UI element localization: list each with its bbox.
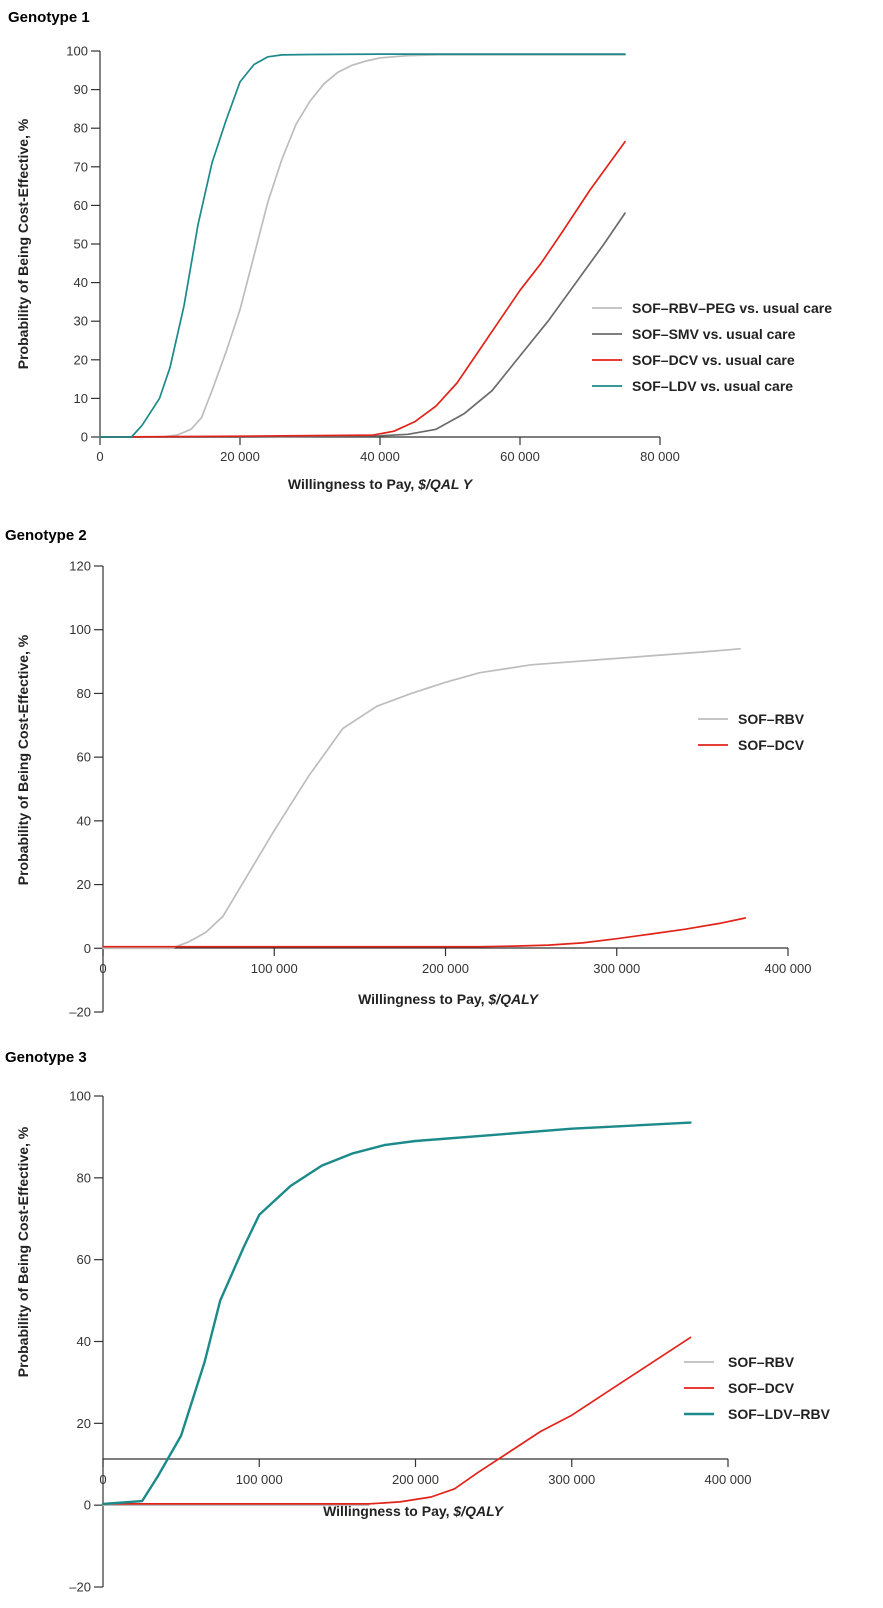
y-tick-label: 80 [74,121,88,136]
y-tick-label: 40 [74,275,88,290]
y-axis-title: Probability of Being Cost-Effective, % [15,1126,31,1377]
x-tick-label: 400 000 [705,1472,752,1487]
x-tick-label: 200 000 [422,961,469,976]
x-tick-label: 100 000 [236,1472,283,1487]
x-tick-label: 300 000 [548,1472,595,1487]
y-tick-label: 20 [77,1416,91,1431]
legend-label: SOF–DCV [728,1380,795,1396]
y-tick-label: 80 [77,1170,91,1185]
series-line-3 [101,1121,692,1506]
x-tick-label: 80 000 [640,449,680,464]
series-line-2 [102,1336,692,1505]
y-tick-label: 0 [81,430,88,445]
legend: SOF–RBV SOF–DCV SOF–LDV–RBV [684,1354,831,1422]
series-line-1 [99,54,626,438]
y-tick-label: 40 [77,813,91,828]
chart-panel-genotype-3: Genotype 3 –20 0 20 40 60 80 100 0 100 000 200 000… [5,1049,831,1595]
panel-title: Genotype 2 [5,527,87,544]
y-tick-label: 90 [74,82,88,97]
y-tick-label: 60 [77,750,91,765]
legend-label: SOF–DCV [738,737,805,753]
x-axis-title: Willingness to Pay, $/QALY [323,1503,505,1519]
x-tick-label: 20 000 [220,449,260,464]
legend-label: SOF–RBV [728,1354,795,1370]
legend: SOF–RBV–PEG vs. usual care SOF–SMV vs. us… [592,300,832,394]
series-line-4 [99,53,626,438]
y-tick-label: 120 [69,559,91,574]
series-line-2 [102,917,747,948]
y-axis-title: Probability of Being Cost-Effective, % [15,634,31,885]
x-tick-label: 100 000 [251,961,298,976]
y-tick-label: 10 [74,391,88,406]
chart-panel-genotype-1: Genotype 1 0 10 20 30 40 50 60 70 80 90 100 0 20 000 4… [8,9,832,492]
x-tick-label: 60 000 [500,449,540,464]
y-tick-label: 50 [74,237,88,252]
legend: SOF–RBV SOF–DCV [698,711,805,753]
legend-label: SOF–RBV [738,711,805,727]
y-tick-label: 30 [74,314,88,329]
x-tick-label: 300 000 [593,961,640,976]
x-tick-label: 0 [99,1472,106,1487]
legend-label: SOF–DCV vs. usual care [632,352,795,368]
y-tick-label: 60 [74,198,88,213]
x-axis-title: Willingness to Pay, $/QAL Y [288,476,474,492]
y-tick-label: 20 [74,352,88,367]
series-line-3 [99,140,626,438]
x-axis-title: Willingness to Pay, $/QALY [358,991,540,1007]
legend-label: SOF–LDV vs. usual care [632,378,793,394]
legend-label: SOF–LDV–RBV [728,1406,831,1422]
x-tick-label: 40 000 [360,449,400,464]
y-tick-label: 20 [77,877,91,892]
x-tick-label: 200 000 [392,1472,439,1487]
y-tick-label: 100 [66,44,88,59]
y-tick-label: 80 [77,686,91,701]
y-tick-label: –20 [69,1580,91,1595]
x-tick-label: 0 [96,449,103,464]
y-tick-label: 0 [84,941,91,956]
y-tick-label: 100 [69,622,91,637]
y-tick-label: 100 [69,1089,91,1104]
x-tick-label: 0 [99,961,106,976]
legend-label: SOF–SMV vs. usual care [632,326,796,342]
panel-title: Genotype 3 [5,1049,87,1066]
y-tick-label: 0 [84,1498,91,1513]
chart-panel-genotype-2: Genotype 2 –20 0 20 40 60 80 100 120 0 100 000 200 … [5,527,812,1020]
y-tick-label: 70 [74,159,88,174]
series-line-1 [102,647,741,950]
x-tick-label: 400 000 [765,961,812,976]
panel-title: Genotype 1 [8,9,90,26]
y-tick-label: 40 [77,1334,91,1349]
y-tick-label: –20 [69,1005,91,1020]
series-line-2 [99,212,626,438]
y-tick-label: 60 [77,1252,91,1267]
y-axis-title: Probability of Being Cost-Effective, % [15,118,31,369]
legend-label: SOF–RBV–PEG vs. usual care [632,300,832,316]
